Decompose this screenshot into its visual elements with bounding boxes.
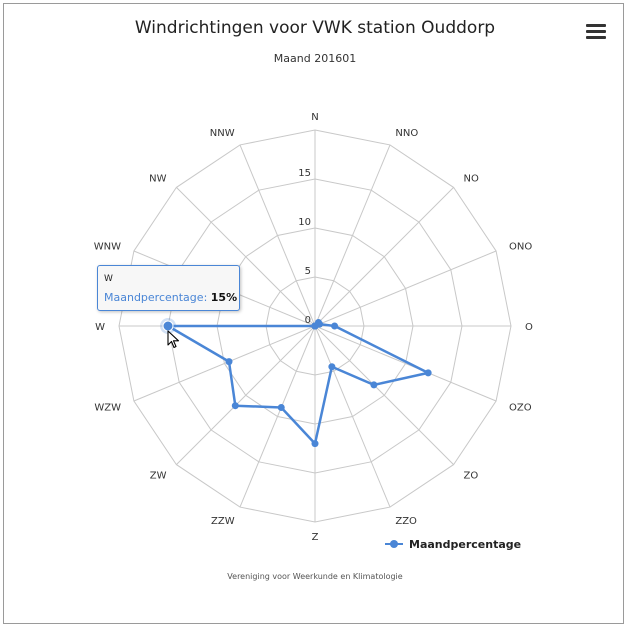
data-point[interactable]	[424, 369, 432, 377]
x-tick-label: NW	[149, 174, 166, 185]
y-tick-label: 10	[298, 217, 311, 228]
data-point[interactable]	[231, 402, 239, 410]
radial-tick-labels: 0 5 10 15	[298, 168, 311, 326]
x-tick-label: ZZW	[211, 516, 235, 527]
chart-title: Windrichtingen voor VWK station Ouddorp	[134, 18, 496, 38]
grid-spoke	[176, 325, 316, 465]
grid-spoke	[314, 144, 391, 327]
legend-symbol	[385, 539, 403, 549]
grid-spoke	[314, 250, 497, 327]
grid-spoke	[176, 187, 316, 327]
x-tick-label: NNO	[395, 128, 418, 139]
direction-labels: N NNO NO ONO O OZO ZO ZZO Z ZZW ZW WZW W WNW NW NNW	[94, 112, 533, 543]
x-tick-label: NO	[463, 174, 478, 185]
tooltip-series-name: Maandpercentage	[104, 291, 204, 304]
grid-spoke	[314, 187, 454, 327]
grid-spoke	[314, 325, 391, 508]
legend-label: Maandpercentage	[409, 537, 522, 551]
hamburger-menu-icon[interactable]	[586, 24, 606, 42]
x-tick-label: O	[525, 322, 533, 333]
data-point[interactable]	[331, 322, 339, 330]
series-line[interactable]	[166, 321, 430, 445]
y-tick-label: 0	[305, 315, 311, 326]
grid-spoke	[239, 144, 316, 327]
tooltip-category: W	[104, 274, 113, 284]
y-tick-label: 5	[305, 266, 311, 277]
x-tick-label: WZW	[94, 402, 121, 413]
x-tick-label: N	[311, 112, 318, 123]
x-tick-label: ZZO	[395, 516, 417, 527]
tooltip: W Maandpercentage: 15%	[97, 265, 240, 311]
grid-spoke	[133, 325, 316, 402]
x-tick-label: ZW	[150, 470, 167, 481]
chart-subtitle: Maand 201601	[273, 52, 357, 65]
series-maandpercentage[interactable]	[160, 318, 432, 448]
data-point[interactable]	[370, 381, 378, 389]
data-point[interactable]	[311, 322, 319, 330]
x-tick-label: Z	[312, 532, 319, 543]
tooltip-value: 15%	[210, 291, 238, 304]
x-tick-label: OZO	[509, 402, 532, 413]
x-tick-label: ONO	[509, 242, 532, 253]
x-tick-label: W	[95, 322, 105, 333]
x-tick-label: NNW	[210, 128, 235, 139]
grid-spoke	[239, 325, 316, 508]
x-tick-label: WNW	[94, 242, 121, 253]
y-tick-label: 15	[298, 168, 311, 179]
x-tick-label: ZO	[463, 470, 478, 481]
mouse-pointer-icon	[167, 330, 180, 349]
data-point[interactable]	[328, 363, 336, 371]
legend-item-maandpercentage[interactable]: Maandpercentage	[385, 536, 521, 552]
data-point[interactable]	[277, 403, 285, 411]
grid-spoke	[314, 325, 454, 465]
data-point[interactable]	[311, 440, 319, 448]
chart-credits[interactable]: Vereniging voor Weerkunde en Klimatologi…	[227, 572, 403, 581]
grid-spoke	[314, 325, 497, 402]
chart-container	[3, 3, 624, 624]
data-point[interactable]	[225, 358, 233, 366]
